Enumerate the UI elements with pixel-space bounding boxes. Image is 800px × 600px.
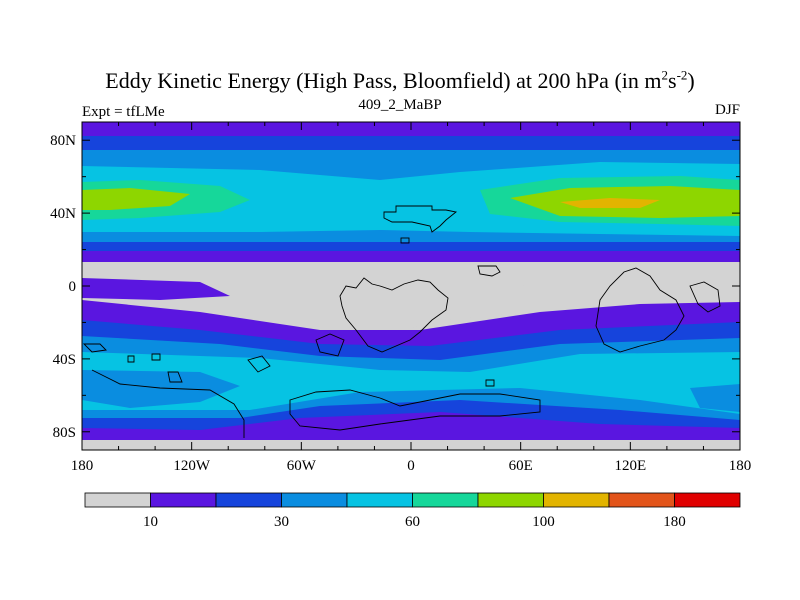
x-axis: 180 120W 60W 0 60E 120E 180	[71, 122, 752, 474]
colorbar	[84, 492, 741, 508]
x-tick-label: 180	[71, 458, 94, 474]
colorbar-swatch	[477, 492, 544, 508]
x-tick-label: 120E	[614, 458, 646, 474]
colorbar-swatch	[412, 492, 479, 508]
colorbar-swatch	[674, 492, 741, 508]
chart-title: Eddy Kinetic Energy (High Pass, Bloomfie…	[105, 67, 695, 93]
y-tick-label: 40N	[50, 206, 76, 222]
tropical-low-region	[82, 262, 740, 334]
sh-band-40	[82, 352, 740, 414]
y-tick-label: 80N	[50, 133, 76, 149]
colorbar-label: 10	[143, 514, 158, 530]
sh-pacific-lobe	[82, 370, 240, 408]
experiment-label: Expt = tfLMe	[82, 104, 165, 120]
ekE-field	[82, 122, 740, 450]
season-label: DJF	[714, 102, 740, 118]
y-tick-label: 40S	[53, 352, 76, 368]
colorbar-swatch	[543, 492, 610, 508]
colorbar-label: 60	[405, 514, 420, 530]
colorbar-label: 180	[663, 514, 686, 530]
nh-atlantic-jet-60	[82, 188, 190, 210]
colorbar-swatch	[84, 492, 151, 508]
sh-east-lobe	[690, 384, 740, 412]
run-label: 409_2_MaBP	[358, 97, 442, 113]
colorbar-swatch	[150, 492, 217, 508]
x-tick-label: 120W	[173, 458, 211, 474]
y-axis: 80N 40N 0 40S 80S	[50, 133, 740, 441]
coastlines	[82, 205, 721, 438]
y-tick-label: 0	[69, 279, 77, 295]
colorbar-swatch	[608, 492, 675, 508]
colorbar-swatch	[346, 492, 413, 508]
tropical-purple-tongue	[82, 278, 230, 300]
nh-jet-core-80	[560, 198, 660, 208]
y-tick-label: 80S	[53, 425, 76, 441]
colorbar-swatch	[281, 492, 348, 508]
colorbar-label: 100	[532, 514, 555, 530]
x-tick-label: 0	[407, 458, 415, 474]
x-tick-label: 60E	[509, 458, 533, 474]
x-tick-label: 180	[729, 458, 752, 474]
x-tick-label: 60W	[287, 458, 317, 474]
colorbar-swatch	[215, 492, 282, 508]
colorbar-labels: 10 30 60 100 180	[143, 514, 686, 530]
colorbar-label: 30	[274, 514, 289, 530]
